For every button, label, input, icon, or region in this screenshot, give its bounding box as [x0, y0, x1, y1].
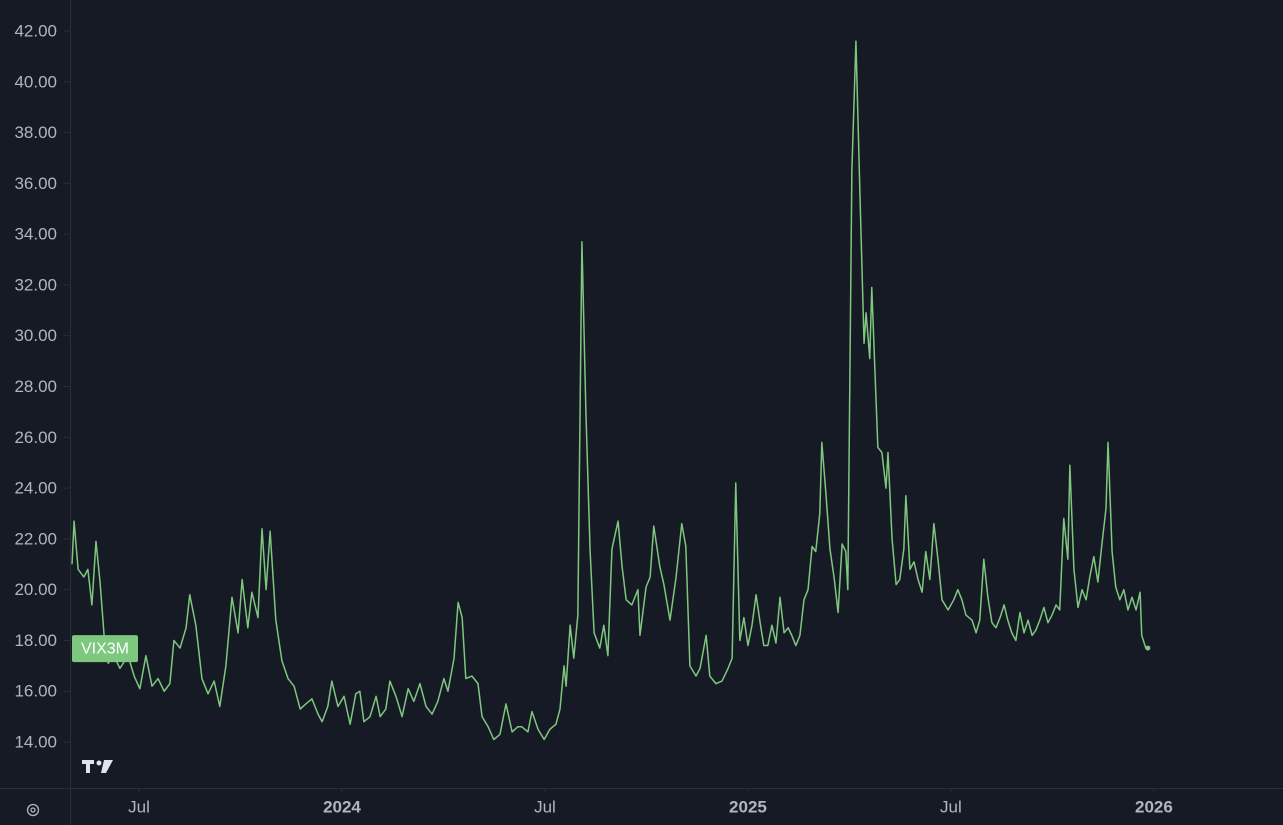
y-tick-label: 40.00 — [14, 72, 57, 91]
x-tick-label: Jul — [128, 797, 150, 816]
legend-tag — [72, 635, 138, 663]
y-tick-label: 30.00 — [14, 326, 57, 345]
y-tick-label: 18.00 — [14, 631, 57, 650]
legend-label: VIX3M — [81, 640, 129, 657]
y-tick-label: 42.00 — [14, 21, 57, 40]
x-tick-label: 2026 — [1135, 797, 1173, 816]
x-tick-label: 2025 — [729, 797, 767, 816]
y-tick-label: 16.00 — [14, 682, 57, 701]
y-tick-label: 36.00 — [14, 174, 57, 193]
logo — [82, 760, 113, 773]
x-tick-label: 2024 — [323, 797, 361, 816]
y-tick-label: 28.00 — [14, 377, 57, 396]
y-tick-label: 22.00 — [14, 529, 57, 548]
y-tick-label: 32.00 — [14, 275, 57, 294]
y-tick-label: 26.00 — [14, 428, 57, 447]
x-tick-label: Jul — [940, 797, 962, 816]
last-point — [1145, 645, 1151, 651]
y-tick-label: 38.00 — [14, 123, 57, 142]
settings-icon[interactable] — [26, 803, 40, 817]
y-tick-label: 34.00 — [14, 225, 57, 244]
y-tick-label: 14.00 — [14, 733, 57, 752]
x-tick-label: Jul — [534, 797, 556, 816]
y-tick-label: 20.00 — [14, 580, 57, 599]
y-tick-label: 24.00 — [14, 479, 57, 498]
line — [71, 40, 1148, 741]
